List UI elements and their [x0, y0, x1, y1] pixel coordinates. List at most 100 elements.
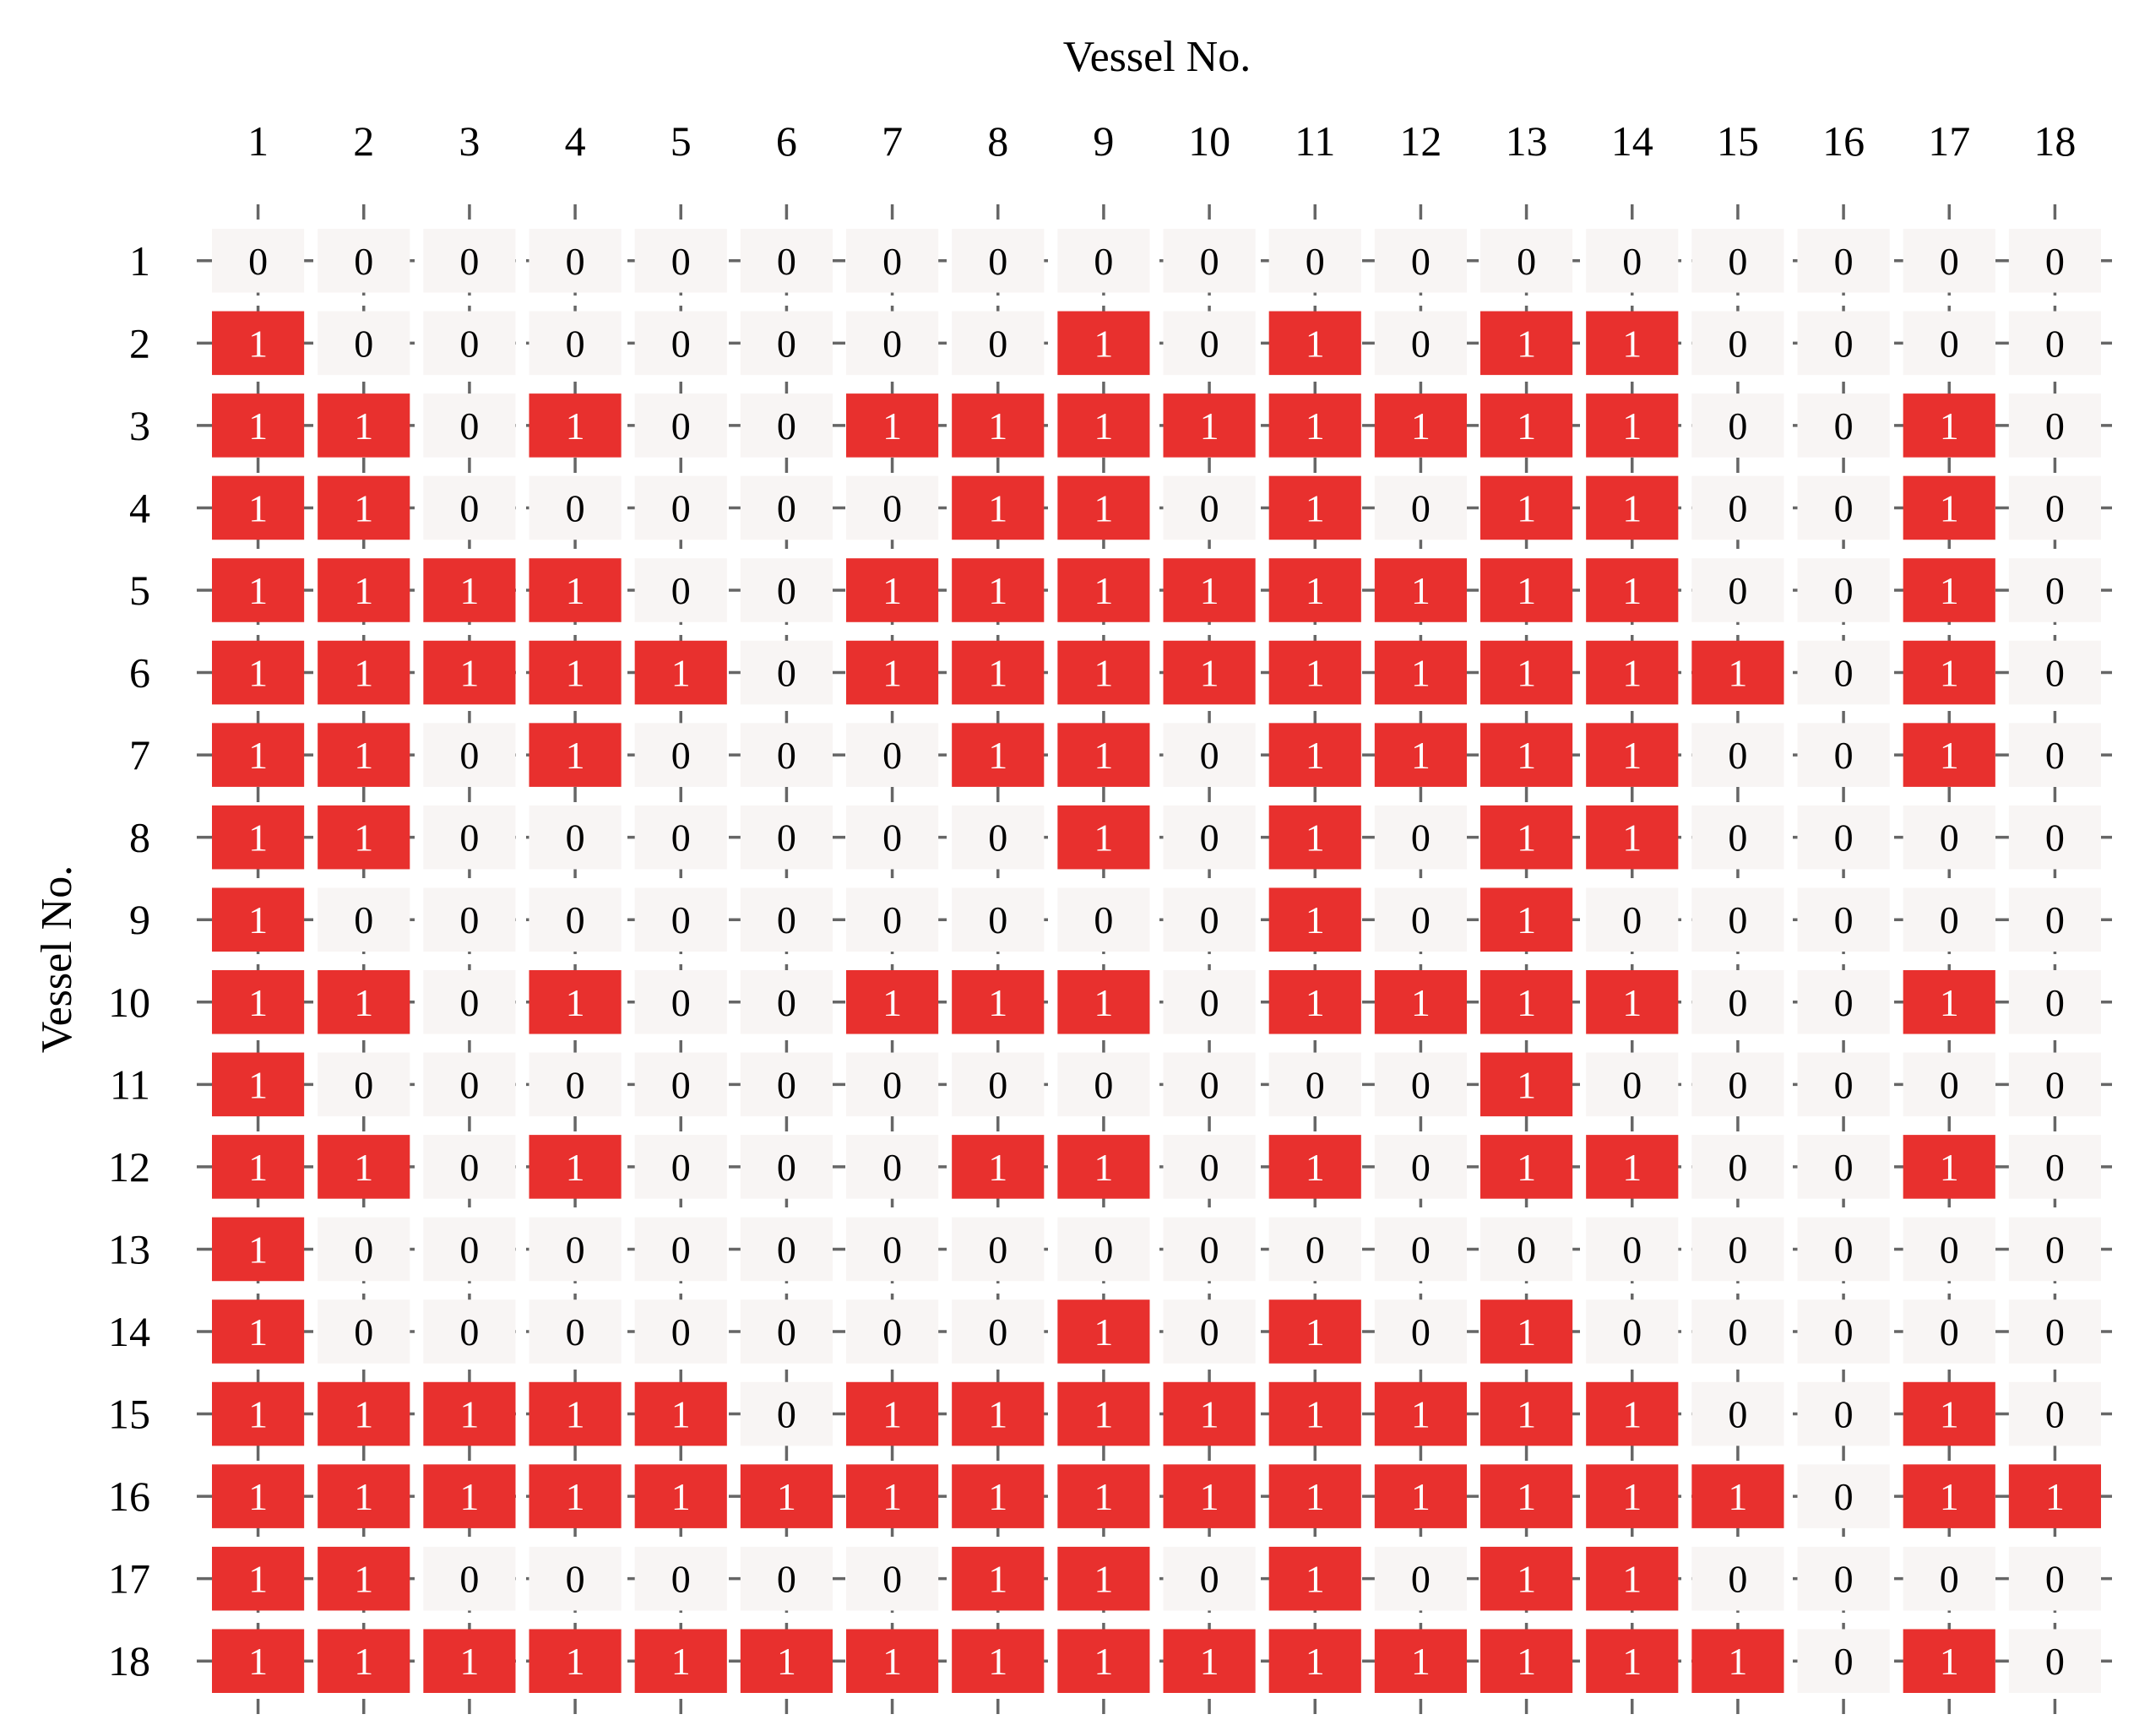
cell-value-label: 0	[882, 1558, 902, 1601]
cell-rect	[1374, 1052, 1467, 1117]
cell-rect	[634, 805, 727, 870]
cell-rect	[1797, 640, 1890, 705]
cell-value-label: 1	[988, 1558, 1007, 1601]
cell-value-label: 0	[777, 1310, 796, 1354]
cell-rect	[1268, 1217, 1361, 1282]
heatmap-cell: 1	[1903, 393, 1995, 458]
cell-value-label: 0	[988, 1228, 1007, 1271]
cell-rect	[318, 1464, 410, 1528]
cell-value-label: 1	[248, 322, 268, 365]
cell-value-label: 1	[988, 981, 1007, 1024]
cell-rect	[529, 640, 622, 705]
cell-rect	[634, 558, 727, 622]
cell-rect	[846, 805, 939, 870]
cell-rect	[2008, 970, 2101, 1034]
cell-value-label: 0	[1834, 322, 1854, 365]
cell-rect	[1374, 723, 1467, 787]
cell-rect	[1586, 805, 1679, 870]
cell-rect	[529, 229, 622, 293]
cell-rect	[1903, 887, 1995, 952]
cell-value-label: 0	[1834, 734, 1854, 777]
cell-value-label: 1	[1940, 652, 1959, 695]
cell-rect	[1163, 1381, 1256, 1446]
cell-value-label: 0	[1728, 1393, 1747, 1436]
cell-value-label: 0	[777, 322, 796, 365]
heatmap-cell: 0	[1691, 723, 1784, 787]
heatmap-cell: 0	[423, 1135, 516, 1199]
heatmap-cell: 0	[1691, 1135, 1784, 1199]
cell-value-label: 0	[566, 240, 585, 283]
cell-value-label: 0	[1940, 816, 1959, 860]
cell-rect	[1163, 311, 1256, 376]
cell-value-label: 0	[882, 898, 902, 941]
cell-value-label: 0	[1728, 322, 1747, 365]
cell-value-label: 0	[354, 1063, 373, 1106]
cell-rect	[2008, 640, 2101, 705]
heatmap-cell: 1	[529, 1464, 622, 1528]
cell-value-label: 0	[1728, 981, 1747, 1024]
cell-value-label: 0	[2045, 1146, 2065, 1189]
heatmap-cell: 1	[318, 805, 410, 870]
heatmap-cell: 0	[318, 887, 410, 952]
cell-value-label: 0	[1728, 486, 1747, 529]
y-tick-label: 2	[129, 319, 150, 366]
y-tick-label: 12	[108, 1143, 150, 1191]
cell-value-label: 1	[882, 1475, 902, 1518]
cell-rect	[846, 311, 939, 376]
cell-value-label: 1	[1517, 981, 1536, 1024]
cell-value-label: 0	[1094, 1228, 1113, 1271]
cell-value-label: 0	[777, 816, 796, 860]
heatmap-cell: 0	[1586, 1052, 1679, 1117]
cell-rect	[1797, 1464, 1890, 1528]
cell-value-label: 0	[882, 322, 902, 365]
cell-value-label: 1	[1094, 404, 1113, 448]
heatmap-cell: 1	[1480, 970, 1573, 1034]
cell-value-label: 0	[671, 1558, 691, 1601]
cell-rect	[740, 1464, 833, 1528]
heatmap-cell: 0	[2008, 1299, 2101, 1364]
heatmap-cell: 0	[529, 887, 622, 952]
cell-value-label: 0	[1834, 486, 1854, 529]
heatmap-cell: 1	[529, 1135, 622, 1199]
cell-rect	[1268, 1629, 1361, 1693]
cell-value-label: 0	[354, 1310, 373, 1354]
cell-rect	[1480, 887, 1573, 952]
cell-value-label: 0	[2045, 1640, 2065, 1683]
cell-value-label: 1	[248, 981, 268, 1024]
heatmap-cell: 1	[423, 1629, 516, 1693]
cell-value-label: 0	[1622, 1228, 1642, 1271]
cell-value-label: 0	[671, 404, 691, 448]
heatmap-cell: 1	[423, 640, 516, 705]
heatmap-cell: 1	[1691, 1464, 1784, 1528]
cell-value-label: 0	[1517, 240, 1536, 283]
heatmap-cell: 1	[1374, 393, 1467, 458]
cell-value-label: 0	[882, 816, 902, 860]
y-tick-label: 9	[129, 896, 150, 943]
cell-rect	[1586, 393, 1679, 458]
heatmap-cell: 1	[1480, 475, 1573, 540]
heatmap-cell: 1	[1903, 723, 1995, 787]
cell-value-label: 1	[1517, 486, 1536, 529]
cell-rect	[1903, 1052, 1995, 1117]
cell-value-label: 1	[354, 816, 373, 860]
heatmap-cell: 1	[1903, 640, 1995, 705]
cell-rect	[2008, 1381, 2101, 1446]
cell-value-label: 1	[1094, 1393, 1113, 1436]
x-tick-label: 18	[2033, 117, 2076, 165]
cell-rect	[634, 1629, 727, 1693]
cell-value-label: 0	[1200, 486, 1219, 529]
heatmap-cell: 1	[318, 1546, 410, 1611]
cell-value-label: 0	[777, 652, 796, 695]
heatmap-cell: 0	[846, 1299, 939, 1364]
heatmap-cell: 0	[212, 229, 305, 293]
cell-value-label: 0	[1411, 1063, 1431, 1106]
cell-value-label: 0	[988, 898, 1007, 941]
cell-value-label: 1	[1517, 1310, 1536, 1354]
cell-value-label: 0	[459, 734, 479, 777]
cell-rect	[529, 1217, 622, 1282]
cell-rect	[423, 1546, 516, 1611]
heatmap-cell: 0	[1691, 475, 1784, 540]
heatmap-cell: 0	[846, 1135, 939, 1199]
cell-rect	[1163, 1629, 1256, 1693]
cell-rect	[1586, 1299, 1679, 1364]
